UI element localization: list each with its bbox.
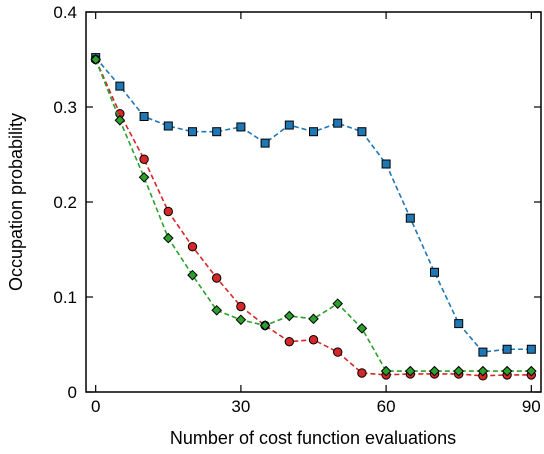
- x-axis-label: Number of cost function evaluations: [170, 428, 456, 448]
- data-point-diamond: [332, 298, 344, 309]
- data-point-square: [478, 347, 488, 357]
- x-tick-label: 60: [377, 397, 396, 416]
- x-tick-label: 30: [231, 397, 250, 416]
- y-axis-label: Occupation probability: [6, 113, 26, 291]
- data-point-diamond: [162, 232, 174, 244]
- data-point-diamond: [356, 323, 368, 334]
- data-point-square: [405, 213, 415, 223]
- data-point-diamond: [90, 54, 101, 65]
- data-point-circle: [163, 206, 173, 217]
- data-point-diamond: [308, 313, 319, 325]
- data-point-square: [309, 127, 318, 137]
- data-point-square: [284, 120, 294, 130]
- y-tick-label: 0.2: [53, 193, 77, 212]
- data-point-diamond: [501, 365, 513, 377]
- data-point-square: [357, 127, 367, 137]
- data-point-diamond: [259, 320, 271, 331]
- series-layer: [90, 53, 537, 381]
- data-point-square: [187, 127, 197, 137]
- data-point-circle: [187, 241, 198, 252]
- data-point-diamond: [380, 365, 392, 377]
- x-tick-label: 90: [522, 397, 541, 416]
- data-point-diamond: [138, 171, 150, 183]
- y-tick-label: 0.3: [53, 98, 77, 117]
- data-point-square: [212, 127, 222, 137]
- data-point-circle: [333, 347, 343, 357]
- series-diamond: [90, 54, 537, 377]
- data-point-diamond: [187, 269, 198, 281]
- data-point-circle: [236, 301, 246, 312]
- data-point-square: [502, 344, 512, 354]
- data-point-square: [381, 159, 391, 169]
- x-tick-label: 0: [91, 397, 100, 416]
- data-point-circle: [139, 154, 149, 164]
- data-point-diamond: [453, 365, 465, 377]
- data-point-diamond: [429, 365, 440, 377]
- data-point-circle: [357, 368, 367, 378]
- data-point-diamond: [211, 304, 222, 316]
- data-point-square: [454, 319, 464, 329]
- data-point-diamond: [114, 114, 126, 126]
- data-point-diamond: [526, 365, 537, 377]
- data-point-diamond: [283, 310, 295, 322]
- data-point-square: [333, 118, 343, 128]
- data-point-diamond: [477, 365, 489, 377]
- series-square: [91, 53, 536, 357]
- y-tick-label: 0.1: [53, 288, 77, 307]
- data-point-square: [526, 344, 536, 354]
- y-tick-label: 0: [68, 383, 77, 402]
- y-tick-label: 0.4: [53, 3, 77, 22]
- data-point-diamond: [235, 314, 247, 326]
- data-point-square: [139, 112, 149, 121]
- data-point-circle: [308, 335, 319, 345]
- data-point-circle: [284, 336, 294, 347]
- data-point-square: [163, 121, 173, 131]
- data-point-square: [115, 81, 125, 91]
- data-point-square: [430, 267, 440, 277]
- data-point-square: [236, 122, 246, 132]
- data-point-diamond: [405, 365, 416, 377]
- data-point-circle: [211, 273, 222, 283]
- ticks-layer: 0 30 60 90 0 0.1 0.2 0.3 0.4: [53, 3, 541, 416]
- data-point-square: [260, 138, 270, 148]
